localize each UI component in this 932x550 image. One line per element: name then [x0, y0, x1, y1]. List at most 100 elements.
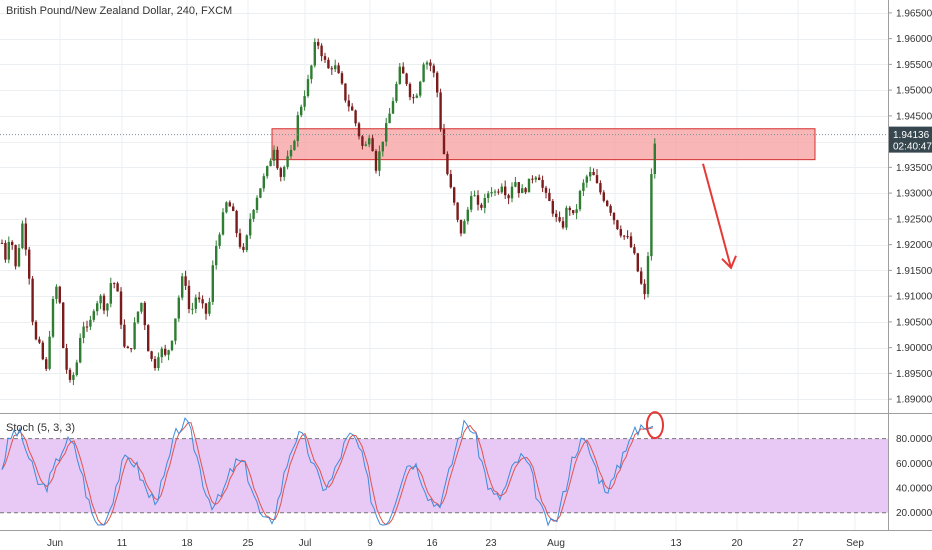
candle-body — [109, 283, 112, 304]
candle-body — [619, 229, 622, 236]
candle-body — [157, 357, 160, 369]
stoch-tick-label: 60.0000 — [896, 459, 932, 470]
candle — [109, 277, 112, 308]
candle — [14, 244, 17, 270]
candle — [4, 240, 7, 263]
candle — [269, 158, 272, 167]
candle-body — [470, 196, 473, 210]
candle — [31, 276, 34, 326]
candle-body — [629, 236, 633, 248]
candle-body — [606, 200, 609, 206]
candle-body — [259, 188, 262, 198]
candle-body — [487, 193, 490, 199]
time-axis[interactable]: Jun 11 18 25 Jul 9 16 23 Aug 13 20 27 Sep — [0, 530, 932, 550]
candle — [68, 367, 72, 383]
candle — [147, 324, 150, 352]
candle — [466, 206, 469, 225]
candle — [116, 281, 119, 292]
candle — [160, 346, 163, 363]
candle-body — [524, 188, 527, 193]
candle — [184, 270, 187, 290]
candle — [181, 273, 184, 301]
candle — [286, 150, 289, 170]
candle — [381, 141, 384, 157]
candle-body — [368, 138, 371, 145]
candle — [585, 174, 588, 188]
candle-body — [551, 201, 554, 214]
candle — [646, 252, 650, 298]
resistance-zone[interactable] — [271, 128, 816, 161]
time-tick-label: 27 — [792, 538, 804, 549]
candle-body — [310, 65, 313, 80]
candle — [259, 188, 262, 199]
candle-body — [194, 297, 197, 309]
candle — [626, 230, 629, 239]
candle — [167, 349, 170, 361]
candle-body — [643, 283, 646, 295]
candle-body — [174, 318, 177, 341]
price-axis[interactable]: 1.965001.960001.955001.950001.945001.940… — [888, 0, 932, 530]
candle — [119, 287, 123, 330]
candle — [558, 211, 561, 223]
candle — [415, 93, 418, 99]
projection-arrow-head — [721, 255, 737, 270]
candle — [364, 141, 367, 147]
candle — [504, 180, 507, 200]
candle-body — [208, 301, 211, 314]
candle — [198, 291, 201, 303]
candle-body — [439, 92, 442, 130]
candle-body — [521, 188, 524, 194]
candle — [133, 317, 136, 350]
candle-body — [283, 166, 286, 177]
candle — [191, 302, 194, 315]
candle-body — [650, 174, 653, 257]
candle — [96, 300, 99, 316]
candle — [391, 97, 395, 114]
candle-body — [395, 83, 398, 102]
candle-body — [82, 326, 85, 338]
candle-body — [153, 358, 157, 369]
candle-body — [572, 210, 575, 214]
candle-body — [79, 337, 82, 363]
candle — [34, 320, 38, 341]
candle-body — [113, 283, 116, 285]
candle — [344, 83, 347, 103]
candle — [572, 210, 575, 216]
candle-body — [585, 176, 588, 183]
candle-body — [544, 187, 548, 193]
candle-body — [340, 73, 344, 84]
candle — [136, 311, 140, 325]
price-tick-label: 1.91000 — [896, 292, 932, 303]
candle — [7, 236, 10, 264]
candle-body — [147, 325, 150, 352]
candle-body — [21, 223, 24, 249]
candle-body — [106, 303, 109, 311]
candle-body — [228, 202, 231, 207]
candle-body — [412, 97, 415, 99]
candle — [565, 205, 568, 230]
candle-body — [11, 241, 14, 246]
candle-body — [623, 235, 626, 237]
current-price-tag — [889, 126, 932, 153]
candle-body — [126, 346, 129, 349]
time-tick-label: 13 — [670, 538, 682, 549]
candle — [429, 59, 432, 72]
candle — [480, 202, 483, 211]
candle — [599, 180, 602, 195]
candle — [174, 318, 177, 345]
candle-body — [334, 65, 337, 70]
candle — [531, 175, 534, 184]
candle-body — [269, 160, 272, 167]
candle — [102, 293, 106, 315]
candle-body — [238, 233, 242, 247]
candle-body — [510, 186, 514, 199]
candle — [157, 352, 160, 371]
candle — [215, 240, 218, 270]
candle-body — [75, 362, 78, 375]
candle — [371, 134, 374, 152]
candle — [300, 104, 303, 118]
candle-body — [85, 326, 89, 328]
candle — [442, 123, 446, 155]
candle — [320, 43, 323, 62]
